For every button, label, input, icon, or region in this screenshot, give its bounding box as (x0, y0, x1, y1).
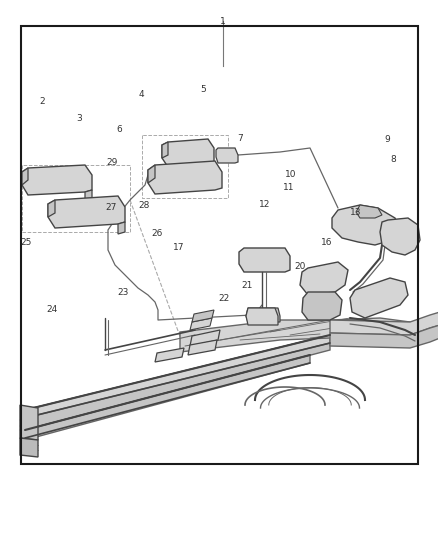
Text: 23: 23 (117, 288, 128, 296)
Polygon shape (118, 222, 125, 234)
Text: 6: 6 (116, 125, 122, 134)
Text: 28: 28 (138, 201, 149, 210)
Text: 27: 27 (105, 204, 116, 212)
Polygon shape (155, 348, 184, 362)
Polygon shape (301, 292, 341, 320)
Text: 13: 13 (349, 208, 360, 216)
Text: 8: 8 (389, 156, 395, 164)
Polygon shape (148, 161, 222, 194)
Text: 5: 5 (199, 85, 205, 94)
Polygon shape (191, 310, 213, 322)
Polygon shape (25, 355, 309, 440)
Polygon shape (329, 312, 438, 335)
Polygon shape (162, 142, 168, 158)
Polygon shape (162, 139, 213, 167)
Polygon shape (379, 218, 419, 255)
Polygon shape (22, 165, 92, 195)
Polygon shape (238, 248, 290, 272)
Polygon shape (20, 405, 38, 440)
Text: 3: 3 (76, 114, 82, 123)
Text: 25: 25 (21, 238, 32, 247)
Text: 10: 10 (284, 171, 296, 179)
Polygon shape (215, 148, 237, 163)
Text: 29: 29 (106, 158, 117, 167)
Polygon shape (180, 318, 409, 352)
Polygon shape (25, 335, 329, 418)
Polygon shape (25, 335, 329, 430)
Text: 12: 12 (258, 200, 269, 209)
Polygon shape (331, 205, 399, 245)
Text: 24: 24 (46, 305, 57, 313)
Polygon shape (355, 205, 381, 218)
Text: 16: 16 (320, 238, 332, 247)
Bar (21, 26, 417, 464)
Text: 26: 26 (151, 229, 162, 238)
Polygon shape (48, 200, 55, 217)
Text: 17: 17 (173, 244, 184, 252)
Polygon shape (349, 278, 407, 318)
Polygon shape (299, 262, 347, 295)
Text: 2: 2 (39, 97, 44, 106)
Polygon shape (245, 308, 279, 322)
Polygon shape (245, 308, 277, 325)
Polygon shape (22, 168, 28, 185)
Text: 4: 4 (138, 91, 144, 99)
Polygon shape (48, 196, 125, 228)
Text: 21: 21 (240, 281, 252, 289)
Text: 9: 9 (383, 135, 389, 144)
Polygon shape (190, 330, 219, 346)
Polygon shape (148, 165, 155, 183)
Polygon shape (20, 438, 38, 457)
Polygon shape (187, 340, 216, 355)
Text: 1: 1 (219, 17, 226, 26)
Text: 22: 22 (218, 294, 229, 303)
Text: 11: 11 (283, 183, 294, 192)
Polygon shape (329, 325, 438, 348)
Polygon shape (190, 318, 212, 330)
Polygon shape (85, 190, 92, 202)
Text: 7: 7 (237, 134, 243, 143)
Text: 20: 20 (294, 262, 305, 271)
